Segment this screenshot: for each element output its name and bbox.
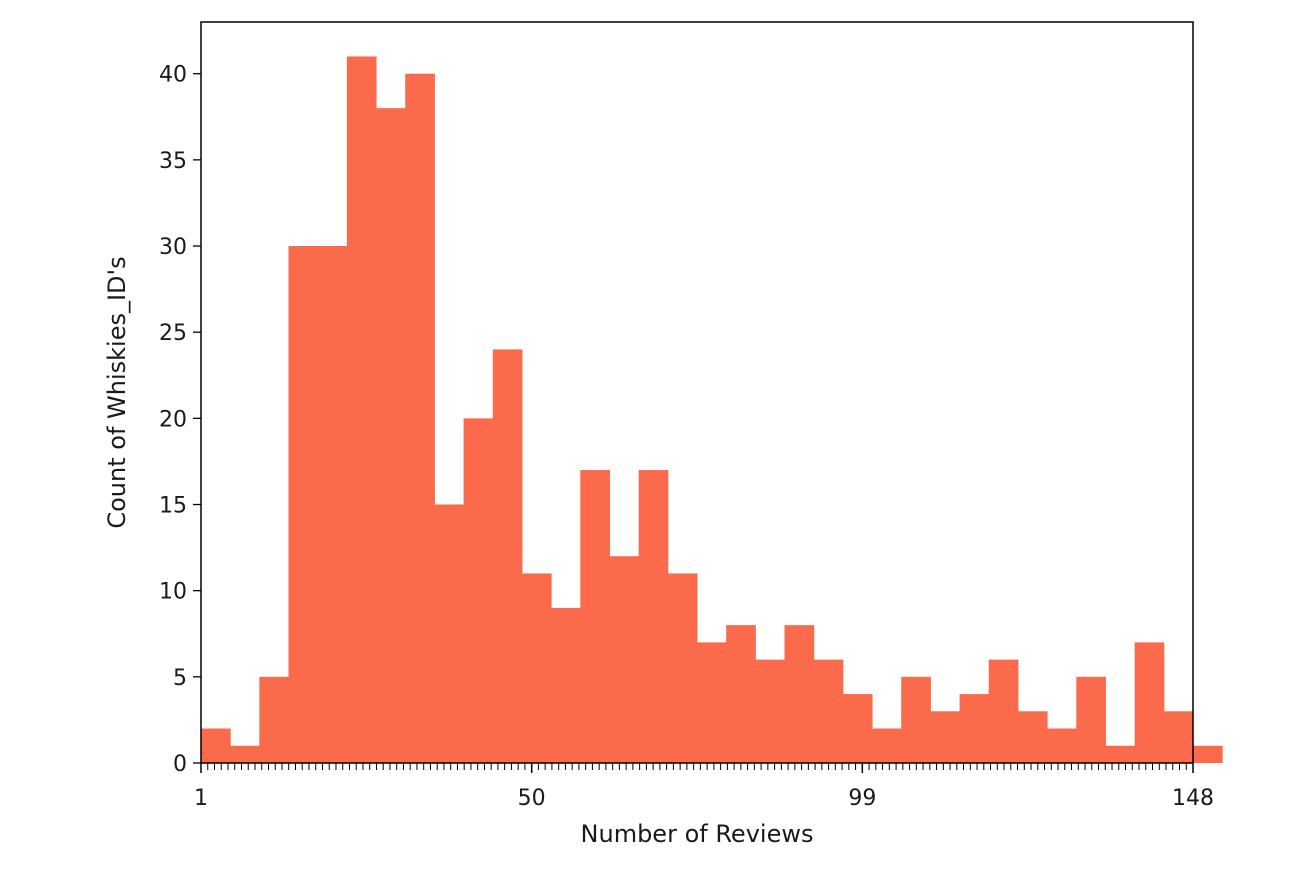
histogram-bar: [988, 659, 1019, 763]
histogram-bar: [696, 642, 727, 763]
histogram-bar: [1017, 711, 1048, 763]
plot-frame: [200, 21, 1194, 764]
histogram-bar: [667, 573, 698, 763]
histogram-bar: [463, 418, 494, 763]
histogram-bar: [201, 728, 231, 763]
x-axis-label: Number of Reviews: [581, 820, 814, 848]
histogram-bar: [842, 694, 873, 763]
histogram-bar: [405, 73, 435, 763]
histogram-bar: [609, 556, 640, 763]
y-tick-label: 15: [159, 494, 187, 519]
histogram-bar: [726, 625, 756, 763]
histogram-bar: [259, 676, 290, 763]
histogram-bar: [434, 504, 465, 763]
histogram-bar: [1163, 711, 1194, 763]
histogram-bar: [551, 607, 581, 763]
histogram-bar: [901, 676, 931, 763]
x-tick-label: 1: [194, 786, 208, 811]
histogram-bar: [376, 108, 406, 764]
y-tick-label: 30: [159, 235, 187, 260]
bars-layer: [201, 56, 1223, 764]
x-tick-label: 50: [518, 786, 546, 811]
histogram-bar: [1134, 642, 1165, 763]
histogram-bar: [317, 246, 348, 763]
histogram-bar: [813, 659, 844, 763]
y-tick-label: 0: [173, 752, 187, 777]
y-tick-label: 25: [159, 321, 187, 346]
histogram-bar: [755, 659, 786, 763]
y-tick-label: 40: [159, 63, 187, 88]
histogram-bar: [959, 694, 990, 763]
histogram-bar: [521, 573, 552, 763]
histogram-bar: [1105, 745, 1136, 763]
y-tick-label: 35: [159, 149, 187, 174]
histogram-bar: [784, 625, 815, 763]
histogram-bar: [288, 246, 319, 763]
x-tick-label: 99: [848, 786, 876, 811]
y-axis-label: Count of Whiskies_ID's: [103, 256, 131, 528]
histogram-bar: [580, 470, 610, 763]
histogram-bar: [1047, 728, 1077, 763]
y-tick-label: 20: [159, 407, 187, 432]
ticks-layer: 0 5 10 15 20 25 30 35 40 1 50 99 148: [159, 63, 1214, 811]
x-tick-label: 148: [1172, 786, 1214, 811]
histogram-bar: [930, 711, 961, 763]
histogram-bar: [872, 728, 902, 763]
histogram-bar: [1076, 676, 1106, 763]
histogram-bar: [230, 745, 260, 763]
histogram-bar: [638, 470, 669, 763]
histogram-bar: [346, 56, 377, 764]
histogram-bar: [492, 349, 523, 763]
histogram-bar: [1192, 745, 1223, 763]
y-tick-label: 10: [159, 580, 187, 605]
y-tick-label: 5: [173, 666, 187, 691]
